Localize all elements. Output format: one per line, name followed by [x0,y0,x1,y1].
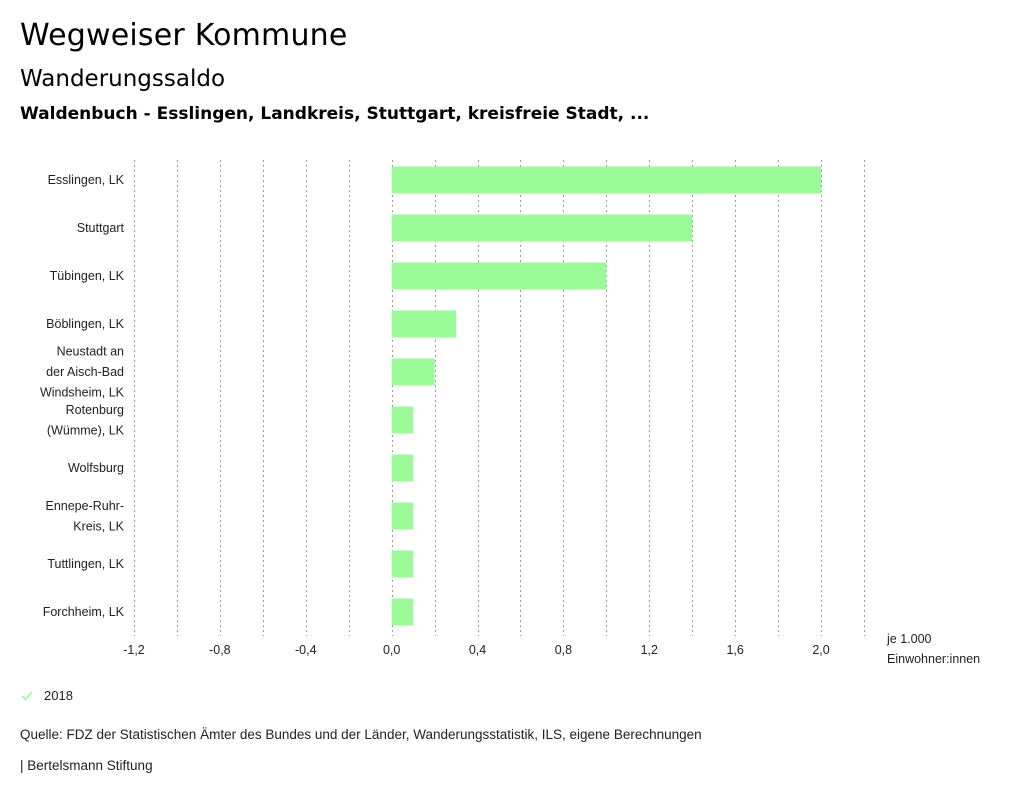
legend[interactable]: 2018 [20,688,73,703]
x-tick-label-4: 0,4 [469,643,486,657]
bar-9[interactable] [391,598,414,626]
bar-1[interactable] [391,214,693,242]
category-labels: Esslingen, LK Stuttgart Tübingen, LK Böblin… [40,173,125,619]
category-label-7-1: Kreis, LK [73,519,124,533]
category-label-9-0: Forchheim, LK [43,605,125,619]
bar-4[interactable] [391,358,435,386]
bar-5[interactable] [391,406,414,434]
unit-label-line-1: je 1.000 [886,632,932,646]
x-tick-label-8: 2,0 [812,643,829,657]
unit-label-line-2: Einwohner:innen [887,652,980,666]
bars [391,166,822,626]
credit-note: | Bertelsmann Stiftung [20,758,153,773]
category-label-0-0: Esslingen, LK [48,173,125,187]
category-label-6-0: Wolfsburg [68,461,124,475]
x-tick-label-3: 0,0 [383,643,400,657]
bar-8[interactable] [391,550,414,578]
legend-label-2018: 2018 [44,688,73,703]
category-label-4-1: der Aisch-Bad [46,365,124,379]
category-label-8-0: Tuttlingen, LK [47,557,124,571]
x-tick-label-6: 1,2 [641,643,658,657]
source-note: Quelle: FDZ der Statistischen Ämter des … [20,727,702,742]
bar-7[interactable] [391,502,414,530]
region-selection[interactable]: Waldenbuch - Esslingen, Landkreis, Stutt… [20,104,650,124]
bar-2[interactable] [391,262,607,290]
x-tick-label-5: 0,8 [555,643,572,657]
x-tick-label-2: -0,4 [295,643,317,657]
x-tick-label-1: -0,8 [209,643,231,657]
check-icon [21,690,33,701]
category-label-3-0: Böblingen, LK [46,317,125,331]
x-tick-label-7: 1,6 [726,643,743,657]
bar-6[interactable] [391,454,414,482]
category-label-7-0: Ennepe-Ruhr- [45,499,124,513]
category-label-5-1: (Wümme), LK [47,423,125,437]
page-title: Wegweiser Kommune [20,18,348,53]
category-label-4-0: Neustadt an [57,345,124,359]
category-label-2-0: Tübingen, LK [50,269,125,283]
category-label-4-2: Windsheim, LK [40,386,125,400]
x-tick-label-0: -1,2 [123,643,145,657]
bar-3[interactable] [391,310,457,338]
category-label-1-0: Stuttgart [77,221,125,235]
bar-0[interactable] [391,166,822,194]
x-axis-ticks: -1,2 -0,8 -0,4 0,0 0,4 0,8 1,2 1,6 2,0 [123,643,830,657]
bar-chart: Esslingen, LK Stuttgart Tübingen, LK Böblin… [40,160,980,666]
chart-subtitle: Wanderungssaldo [20,66,226,92]
category-label-5-0: Rotenburg [66,403,124,417]
